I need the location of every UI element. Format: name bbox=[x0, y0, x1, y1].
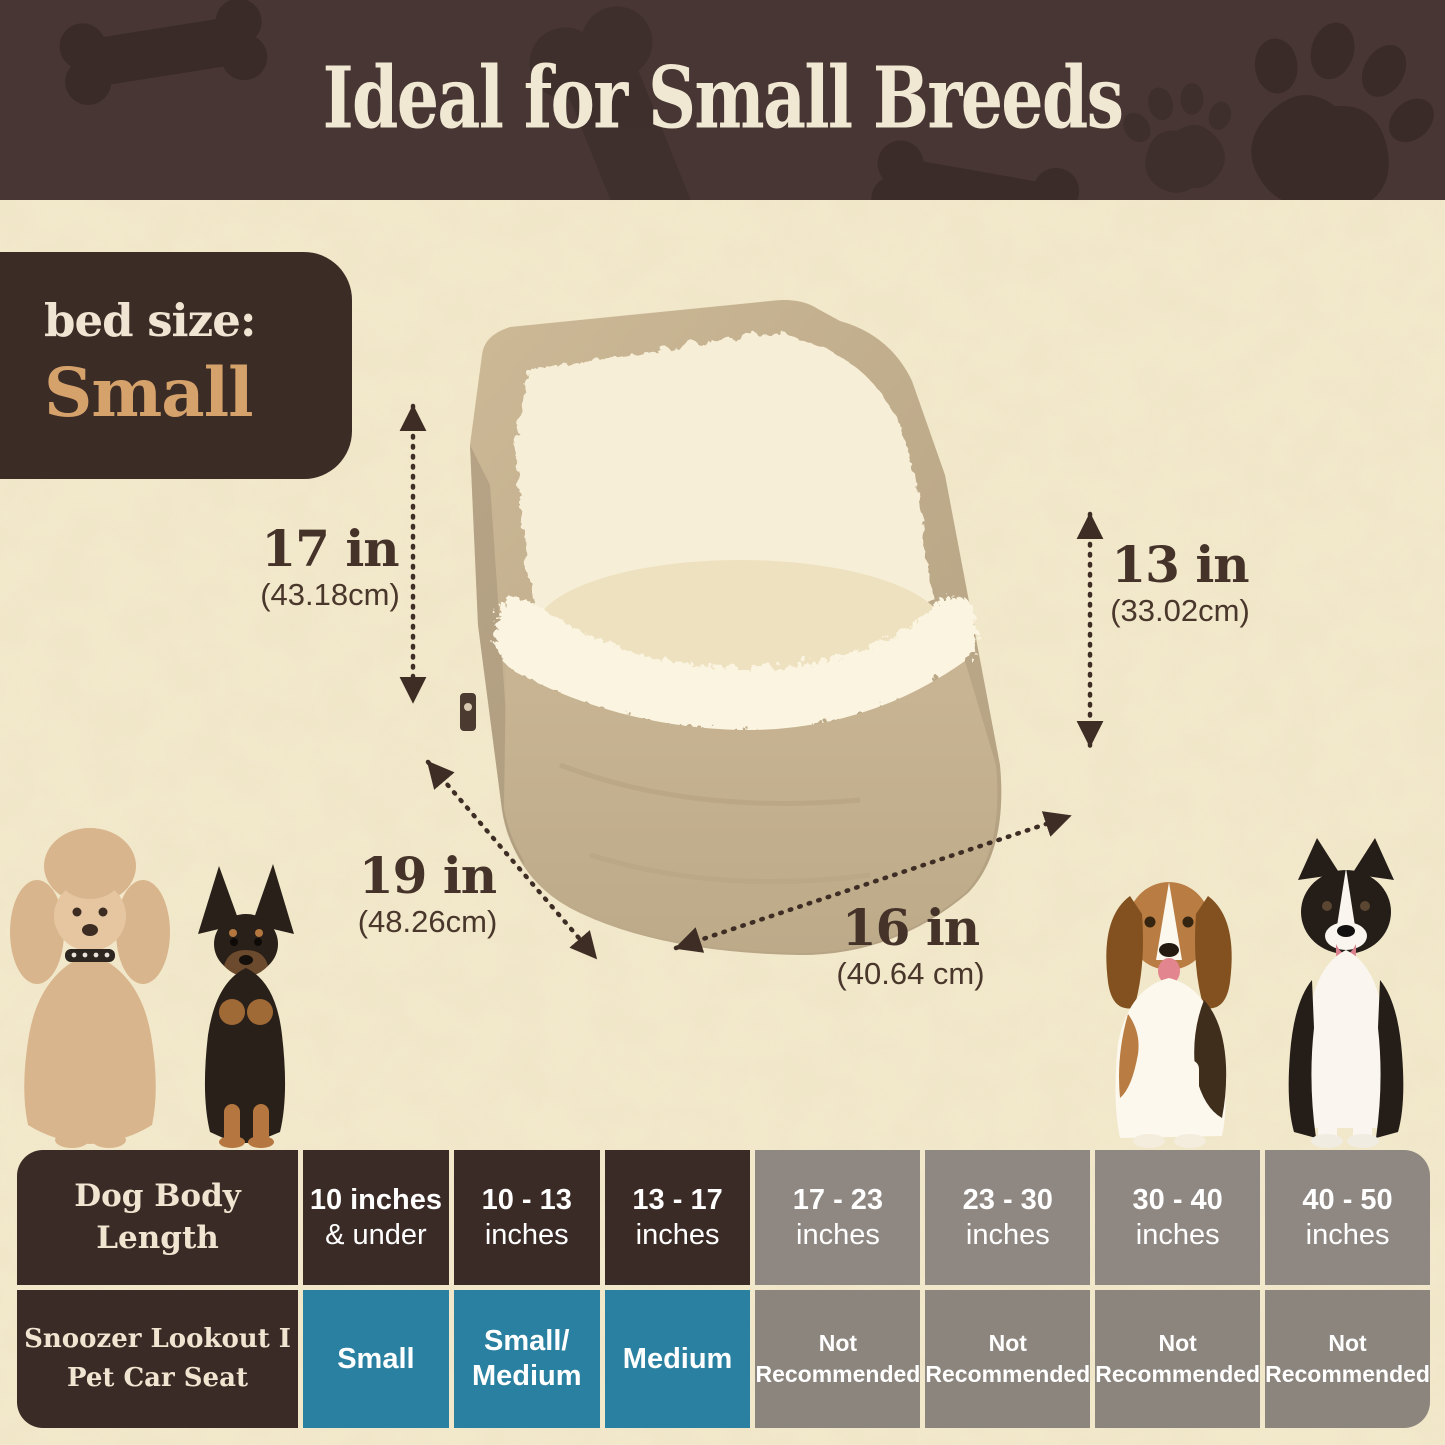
bed-size-value: Small bbox=[44, 353, 254, 432]
fit-cell-2: Small/ Medium bbox=[453, 1290, 600, 1428]
page-title: Ideal for Small Breeds bbox=[322, 48, 1124, 148]
back-height-dimension: 13 in (33.02cm) bbox=[1070, 540, 1290, 632]
size-table: Dog Body Length 10 inches & under 10 - 1… bbox=[17, 1150, 1430, 1428]
height-value: 17 in bbox=[261, 519, 399, 578]
dog-photo-border-collie bbox=[1288, 838, 1404, 1148]
bed-size-badge: bed size: Small bbox=[0, 252, 352, 479]
table-header-range-5: 23 - 30 inches bbox=[925, 1150, 1091, 1285]
table-row-product: Snoozer Lookout I Pet Car Seat bbox=[17, 1290, 298, 1428]
brand-tag bbox=[460, 693, 476, 731]
product-name-label: Snoozer Lookout I Pet Car Seat bbox=[24, 1324, 291, 1393]
fit-cell-6: Not Recommended bbox=[1095, 1290, 1261, 1428]
width-value: 16 in bbox=[841, 898, 980, 957]
depth-dimension: 19 in (48.26cm) bbox=[320, 851, 535, 943]
table-header-body-length: Dog Body Length bbox=[17, 1150, 298, 1285]
header-banner: Ideal for Small Breeds bbox=[0, 0, 1445, 200]
fit-cell-3: Medium bbox=[604, 1290, 751, 1428]
width-metric: (40.64 cm) bbox=[836, 956, 985, 991]
dog-photo-beagle bbox=[1106, 882, 1232, 1148]
table-header-range-3: 13 - 17 inches bbox=[604, 1150, 751, 1285]
fit-cell-4: Not Recommended bbox=[755, 1290, 921, 1428]
width-dimension: 16 in (40.64 cm) bbox=[793, 903, 1028, 995]
table-header-range-1: 10 inches & under bbox=[303, 1150, 449, 1285]
body-length-label: Dog Body Length bbox=[74, 1177, 241, 1256]
fit-cell-5: Not Recommended bbox=[925, 1290, 1091, 1428]
table-header-range-2: 10 - 13 inches bbox=[453, 1150, 600, 1285]
fit-cell-7: Not Recommended bbox=[1265, 1290, 1430, 1428]
depth-metric: (48.26cm) bbox=[357, 904, 498, 939]
height-metric: (43.18cm) bbox=[260, 577, 400, 612]
height-dimension: 17 in (43.18cm) bbox=[225, 524, 435, 616]
depth-value: 19 in bbox=[358, 846, 497, 905]
back-height-value: 13 in bbox=[1111, 535, 1249, 594]
dog-photo-poodle bbox=[10, 828, 170, 1148]
fit-cell-1: Small bbox=[303, 1290, 449, 1428]
pet-car-seat-photo bbox=[460, 300, 1002, 955]
table-header-range-6: 30 - 40 inches bbox=[1095, 1150, 1261, 1285]
bed-size-label: bed size: bbox=[44, 294, 256, 347]
table-header-range-4: 17 - 23 inches bbox=[755, 1150, 921, 1285]
dog-photo-miniature-pinscher bbox=[198, 864, 294, 1148]
table-header-range-7: 40 - 50 inches bbox=[1265, 1150, 1430, 1285]
back-height-metric: (33.02cm) bbox=[1110, 593, 1250, 628]
